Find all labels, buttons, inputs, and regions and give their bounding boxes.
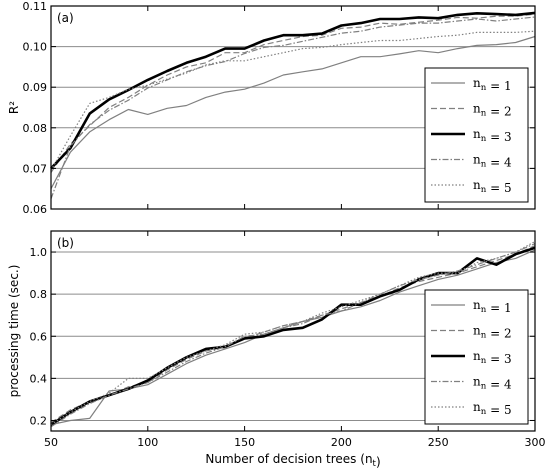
series-line-4 <box>50 16 536 200</box>
plot-frame <box>50 5 536 210</box>
panel-b: 50 100 150 200 250 300 0.2 0.4 0.6 0.8 1.0 (b) proce… <box>7 230 546 469</box>
legend-label-1: nn = 1 <box>473 76 512 93</box>
y-tick-label: 0.4 <box>30 372 48 385</box>
y-tick-label: 0.07 <box>23 162 48 175</box>
series-line-4 <box>50 243 536 428</box>
legend-label-5: nn = 5 <box>473 400 512 417</box>
plot-frame <box>50 230 536 432</box>
x-tick-label: 100 <box>137 436 158 449</box>
x-tick-label: 300 <box>525 436 546 449</box>
legend-label-2: nn = 2 <box>473 324 512 341</box>
y-axis-label: processing time (sec.) <box>7 265 21 398</box>
legend: nn = 1 nn = 2 nn = 3 nn = 4 nn = 5 <box>424 67 529 203</box>
x-tick-label: 150 <box>234 436 255 449</box>
x-axis-label: Number of decision trees (nt) <box>205 452 380 469</box>
series-line-1 <box>50 35 536 189</box>
x-tick-label: 250 <box>428 436 449 449</box>
x-tick-label: 50 <box>44 436 58 449</box>
panel-label: (b) <box>57 236 74 250</box>
panel-label: (a) <box>57 11 74 25</box>
y-tick-label: 0.6 <box>30 330 48 343</box>
series-line-5 <box>50 240 536 426</box>
series-line-3 <box>50 246 536 426</box>
legend-label-1: nn = 1 <box>473 298 512 315</box>
series-line-2 <box>50 13 536 173</box>
y-tick-label: 0.10 <box>23 41 48 54</box>
legend-label-5: nn = 5 <box>473 178 512 195</box>
y-tick-label: 0.8 <box>30 288 48 301</box>
legend-label-4: nn = 4 <box>473 153 512 170</box>
y-tick-label: 1.0 <box>30 246 48 259</box>
y-tick-label: 0.11 <box>23 0 48 13</box>
y-tick-label: 0.09 <box>23 81 48 94</box>
legend-label-4: nn = 4 <box>473 375 512 392</box>
series-line-3 <box>50 11 536 170</box>
y-tick-label: 0.06 <box>23 203 48 216</box>
y-tick-label: 0.2 <box>30 414 48 427</box>
y-axis-label: R² <box>7 101 21 114</box>
legend-label-2: nn = 2 <box>473 102 512 119</box>
y-tick-label: 0.08 <box>23 122 48 135</box>
legend-label-3: nn = 3 <box>473 349 512 366</box>
x-tick-label: 200 <box>331 436 352 449</box>
legend-label-3: nn = 3 <box>473 127 512 144</box>
legend: nn = 1 nn = 2 nn = 3 nn = 4 nn = 5 <box>424 289 529 425</box>
